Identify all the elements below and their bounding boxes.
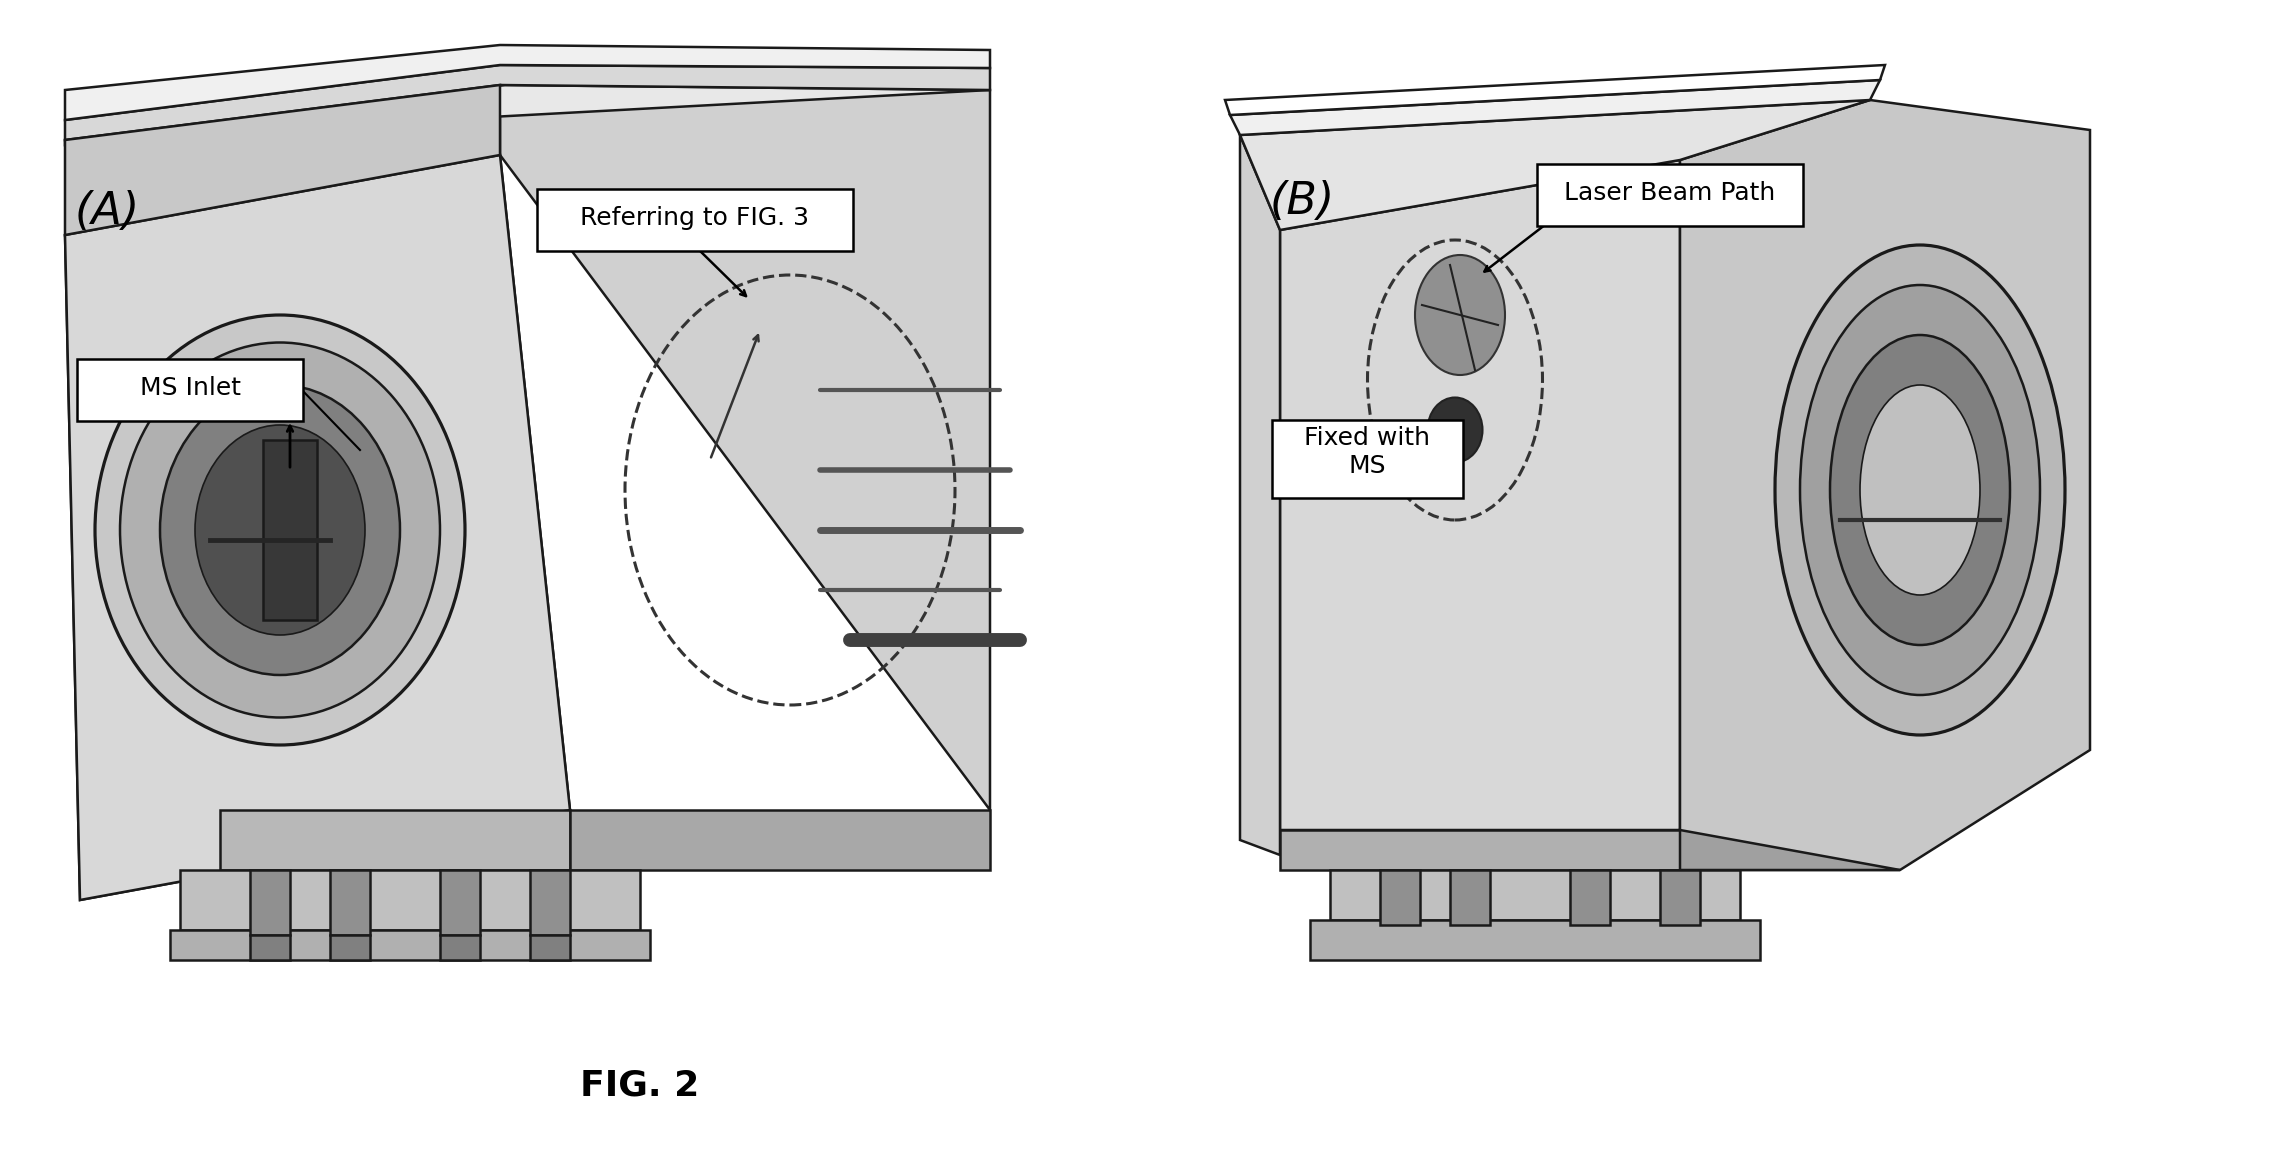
Polygon shape (329, 935, 370, 960)
Polygon shape (1240, 135, 1281, 855)
Polygon shape (220, 810, 570, 870)
Polygon shape (570, 810, 990, 870)
Polygon shape (529, 935, 570, 960)
Polygon shape (1240, 100, 1869, 230)
Polygon shape (1449, 870, 1490, 925)
Polygon shape (66, 45, 990, 120)
Polygon shape (250, 870, 291, 935)
Polygon shape (66, 85, 990, 145)
Polygon shape (170, 930, 650, 960)
Polygon shape (66, 155, 570, 900)
Polygon shape (329, 870, 370, 935)
Ellipse shape (1428, 398, 1483, 463)
Polygon shape (1281, 160, 1681, 830)
Polygon shape (441, 935, 479, 960)
Text: Laser Beam Path: Laser Beam Path (1565, 181, 1776, 205)
FancyBboxPatch shape (1272, 420, 1463, 498)
Polygon shape (1381, 870, 1419, 925)
Polygon shape (1569, 870, 1610, 925)
Polygon shape (66, 85, 500, 236)
FancyBboxPatch shape (536, 189, 854, 251)
Polygon shape (441, 870, 479, 935)
Ellipse shape (1776, 245, 2064, 735)
Ellipse shape (159, 385, 400, 675)
Polygon shape (66, 155, 570, 900)
Polygon shape (1681, 830, 1901, 870)
Ellipse shape (120, 343, 441, 717)
Text: MS Inlet: MS Inlet (139, 375, 241, 400)
Polygon shape (66, 65, 990, 140)
Polygon shape (529, 870, 570, 935)
Polygon shape (1231, 80, 1880, 135)
Polygon shape (1681, 100, 2089, 870)
Ellipse shape (95, 315, 466, 745)
Ellipse shape (1830, 335, 2010, 645)
Text: (B): (B) (1269, 180, 1335, 223)
Polygon shape (1331, 870, 1740, 920)
Polygon shape (500, 85, 990, 810)
Text: Fixed with
MS: Fixed with MS (1304, 426, 1431, 478)
Ellipse shape (1801, 285, 2039, 695)
Polygon shape (179, 870, 640, 930)
Text: Referring to FIG. 3: Referring to FIG. 3 (581, 206, 808, 230)
Ellipse shape (1415, 255, 1506, 375)
Text: (A): (A) (75, 190, 141, 233)
FancyBboxPatch shape (1537, 164, 1803, 226)
Polygon shape (1281, 830, 1681, 870)
Polygon shape (1224, 65, 1885, 115)
Text: FIG. 2: FIG. 2 (581, 1068, 699, 1102)
Polygon shape (263, 440, 318, 620)
FancyBboxPatch shape (77, 359, 302, 421)
Polygon shape (250, 935, 291, 960)
Ellipse shape (195, 424, 366, 635)
Polygon shape (1310, 920, 1760, 960)
Polygon shape (1660, 870, 1701, 925)
Ellipse shape (1860, 385, 1980, 595)
